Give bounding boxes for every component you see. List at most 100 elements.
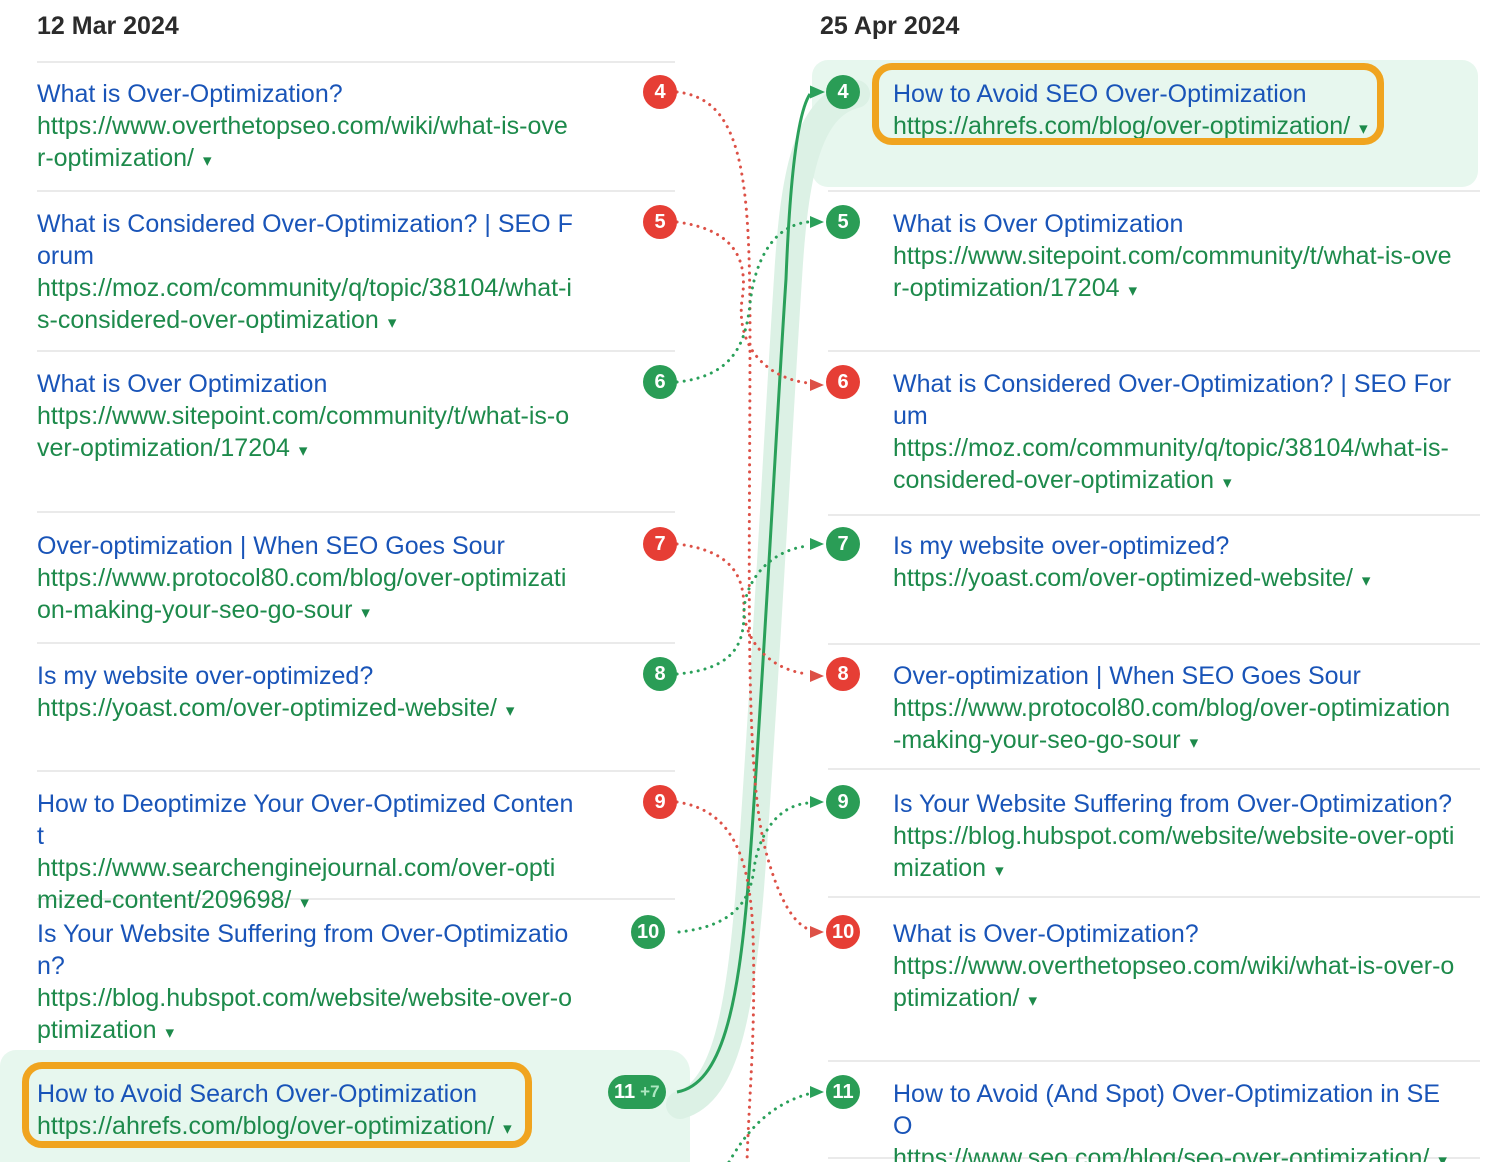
- chevron-down-icon[interactable]: [166, 1017, 175, 1049]
- position-badge: 10: [631, 915, 666, 949]
- result-title-link[interactable]: What is Over-Optimization?: [37, 80, 343, 108]
- movement-line-7-to-8: [675, 542, 810, 676]
- divider: [37, 61, 675, 63]
- right-date-header: 25 Apr 2024: [820, 12, 960, 40]
- result-url-link[interactable]: https://ahrefs.com/blog/over-optimizatio…: [893, 112, 1351, 140]
- result-url-link[interactable]: https://blog.hubspot.com/website/website…: [37, 984, 572, 1044]
- result-url-link[interactable]: https://www.seo.com/blog/seo-over-optimi…: [893, 1144, 1430, 1162]
- result-title-link[interactable]: Is my website over-optimized?: [893, 532, 1230, 560]
- chevron-down-icon[interactable]: [1129, 275, 1138, 307]
- divider: [828, 1060, 1480, 1062]
- result-title-link[interactable]: How to Deoptimize Your Over-Optimized Co…: [37, 790, 574, 850]
- result-url-link[interactable]: https://www.protocol80.com/blog/over-opt…: [893, 694, 1451, 754]
- result-title-link[interactable]: What is Over-Optimization?: [893, 920, 1199, 948]
- result-url-link[interactable]: https://www.sitepoint.com/community/t/wh…: [37, 402, 570, 462]
- list-item: Is Your Website Suffering from Over-Opti…: [37, 918, 575, 1049]
- position-badge: 7: [826, 527, 860, 561]
- result-url-link[interactable]: https://blog.hubspot.com/website/website…: [893, 822, 1455, 882]
- list-item: What is Considered Over-Optimization? | …: [37, 208, 575, 339]
- list-item: Is my website over-optimized? https://yo…: [37, 660, 575, 727]
- divider: [828, 643, 1480, 645]
- result-title-link[interactable]: What is Over Optimization: [893, 210, 1184, 238]
- position-badge: 6: [643, 365, 677, 399]
- divider: [37, 898, 675, 900]
- chevron-down-icon[interactable]: [388, 307, 397, 339]
- result-url-link[interactable]: https://yoast.com/over-optimized-website…: [37, 694, 497, 722]
- list-item-highlighted-ahrefs: How to Avoid SEO Over-Optimization https…: [893, 78, 1455, 145]
- divider: [37, 511, 675, 513]
- result-url-link[interactable]: https://yoast.com/over-optimized-website…: [893, 564, 1353, 592]
- result-url-link[interactable]: https://www.overthetopseo.com/wiki/what-…: [893, 952, 1455, 1012]
- result-title-link[interactable]: What is Considered Over-Optimization? | …: [37, 210, 573, 270]
- result-title-link[interactable]: What is Over Optimization: [37, 370, 328, 398]
- result-title-link[interactable]: How to Avoid (And Spot) Over-Optimizatio…: [893, 1080, 1440, 1140]
- chevron-down-icon[interactable]: [300, 887, 309, 919]
- divider: [828, 514, 1480, 516]
- list-item-highlighted-ahrefs: How to Avoid Search Over-Optimization ht…: [37, 1078, 575, 1145]
- result-title-link[interactable]: What is Considered Over-Optimization? | …: [893, 370, 1452, 430]
- arrowhead: [810, 1086, 824, 1098]
- position-badge: 5: [643, 205, 677, 239]
- list-item: What is Considered Over-Optimization? | …: [893, 368, 1455, 499]
- arrowhead: [810, 216, 824, 228]
- list-item: Is Your Website Suffering from Over-Opti…: [893, 788, 1455, 887]
- list-item: What is Over Optimization https://www.si…: [893, 208, 1455, 307]
- result-url-link[interactable]: https://moz.com/community/q/topic/38104/…: [37, 274, 572, 334]
- list-item: How to Avoid (And Spot) Over-Optimizatio…: [893, 1078, 1455, 1162]
- list-item: How to Deoptimize Your Over-Optimized Co…: [37, 788, 575, 919]
- chevron-down-icon[interactable]: [1438, 1145, 1447, 1162]
- chevron-down-icon[interactable]: [1359, 113, 1368, 145]
- movement-line-below-to-11: [727, 1092, 810, 1162]
- result-url-link[interactable]: https://moz.com/community/q/topic/38104/…: [893, 434, 1449, 494]
- divider: [828, 768, 1480, 770]
- list-item: Over-optimization | When SEO Goes Sour h…: [37, 530, 575, 629]
- chevron-down-icon[interactable]: [361, 597, 370, 629]
- arrowhead: [810, 538, 824, 550]
- result-title-link[interactable]: How to Avoid Search Over-Optimization: [37, 1080, 478, 1108]
- movement-line-10-to-9: [677, 801, 810, 934]
- result-title-link[interactable]: Over-optimization | When SEO Goes Sour: [37, 532, 505, 560]
- chevron-down-icon[interactable]: [1190, 727, 1199, 759]
- result-url-link[interactable]: https://www.overthetopseo.com/wiki/what-…: [37, 112, 568, 172]
- result-url-link[interactable]: https://www.searchenginejournal.com/over…: [37, 854, 556, 914]
- divider: [828, 1157, 1480, 1159]
- chevron-down-icon[interactable]: [995, 855, 1004, 887]
- position-badge-with-delta: 11 +7: [608, 1075, 666, 1109]
- result-url-link[interactable]: https://ahrefs.com/blog/over-optimizatio…: [37, 1112, 495, 1140]
- position-badge: 8: [643, 657, 677, 691]
- divider: [828, 896, 1480, 898]
- position-badge: 11: [826, 1075, 860, 1109]
- left-date-header: 12 Mar 2024: [37, 12, 179, 40]
- chevron-down-icon[interactable]: [1028, 985, 1037, 1017]
- chevron-down-icon[interactable]: [503, 1113, 512, 1145]
- result-title-link[interactable]: How to Avoid SEO Over-Optimization: [893, 80, 1307, 108]
- arrowhead: [810, 926, 824, 938]
- divider: [828, 350, 1480, 352]
- movement-band: [666, 80, 870, 1119]
- movement-line-ahrefs: [676, 93, 812, 1094]
- divider: [37, 190, 675, 192]
- arrowhead: [810, 796, 824, 808]
- divider: [37, 770, 675, 772]
- result-title-link[interactable]: Is Your Website Suffering from Over-Opti…: [37, 920, 569, 980]
- chevron-down-icon[interactable]: [1362, 565, 1371, 597]
- result-url-link[interactable]: https://www.protocol80.com/blog/over-opt…: [37, 564, 567, 624]
- result-title-link[interactable]: Over-optimization | When SEO Goes Sour: [893, 662, 1361, 690]
- result-title-link[interactable]: Is Your Website Suffering from Over-Opti…: [893, 790, 1453, 818]
- result-url-link[interactable]: https://www.sitepoint.com/community/t/wh…: [893, 242, 1452, 302]
- chevron-down-icon[interactable]: [203, 145, 212, 177]
- position-badge: 5: [826, 205, 860, 239]
- list-item: What is Over Optimization https://www.si…: [37, 368, 575, 467]
- chevron-down-icon[interactable]: [506, 695, 515, 727]
- position-badge: 4: [826, 75, 860, 109]
- arrowhead: [810, 670, 824, 682]
- position-badge: 6: [826, 365, 860, 399]
- position-badge: 4: [643, 75, 677, 109]
- divider: [37, 642, 675, 644]
- position-badge: 10: [826, 915, 861, 949]
- result-title-link[interactable]: Is my website over-optimized?: [37, 662, 374, 690]
- list-item: What is Over-Optimization? https://www.o…: [37, 78, 575, 177]
- chevron-down-icon[interactable]: [1223, 467, 1232, 499]
- chevron-down-icon[interactable]: [299, 435, 308, 467]
